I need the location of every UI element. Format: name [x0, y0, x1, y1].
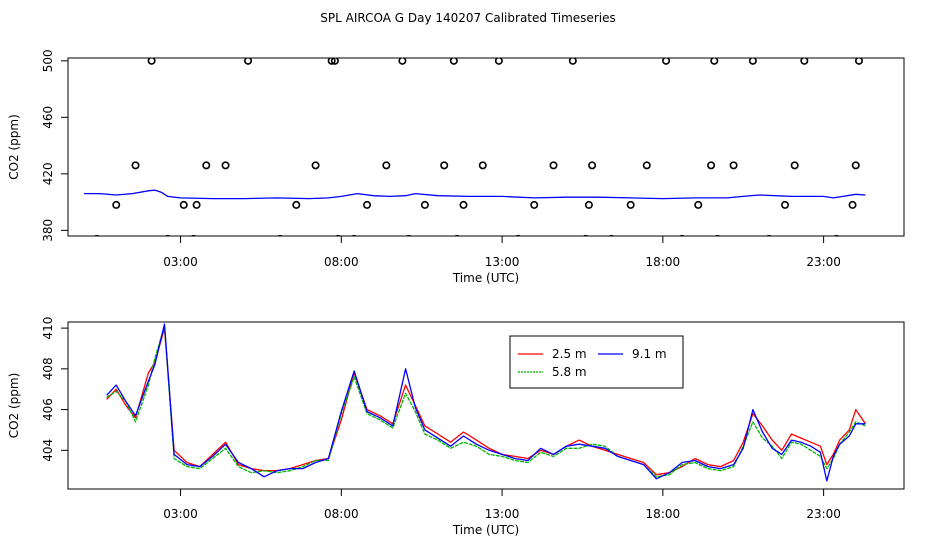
data-point: [335, 234, 341, 236]
x-tick-label: 23:00: [806, 255, 841, 269]
y-tick-label: 404: [41, 439, 55, 462]
data-point: [190, 234, 197, 236]
x-axis-label: Time (UTC): [452, 523, 519, 537]
data-point: [147, 58, 156, 65]
data-point: [382, 161, 391, 170]
data-point: [588, 161, 597, 170]
data-point: [833, 234, 840, 236]
data-point: [420, 200, 429, 209]
data-point: [582, 234, 589, 236]
data-point: [642, 161, 651, 170]
data-point: [679, 234, 685, 236]
y-tick-label: 410: [41, 317, 55, 340]
data-point: [851, 161, 860, 170]
series-line-9-1-m: [106, 323, 866, 482]
data-point: [202, 161, 211, 170]
data-point: [351, 234, 357, 236]
data-point: [549, 161, 558, 170]
data-point: [94, 234, 100, 236]
x-tick-label: 08:00: [324, 507, 359, 521]
legend-label: 2.5 m: [552, 347, 587, 361]
y-tick-label: 500: [41, 49, 55, 72]
series-line-5-8-m: [106, 325, 866, 478]
data-point: [530, 200, 539, 209]
data-layer: [106, 323, 866, 482]
x-tick-label: 13:00: [485, 507, 520, 521]
data-point: [584, 200, 593, 209]
data-point: [292, 200, 301, 209]
y-tick-label: 460: [41, 106, 55, 129]
data-point: [449, 58, 458, 65]
data-point: [406, 234, 412, 236]
data-point: [710, 58, 719, 65]
x-tick-label: 08:00: [324, 255, 359, 269]
y-axis-label: CO2 (ppm): [7, 114, 21, 180]
data-point: [800, 58, 809, 65]
data-point: [748, 58, 757, 65]
series-line-1: [84, 189, 866, 200]
data-point: [192, 200, 201, 209]
legend-label: 9.1 m: [632, 347, 667, 361]
x-axis-label: Time (UTC): [452, 271, 519, 285]
data-point: [330, 58, 339, 65]
data-point: [848, 200, 857, 209]
x-tick-label: 13:00: [485, 255, 520, 269]
data-point: [112, 200, 121, 209]
legend-label: 5.8 m: [552, 365, 587, 379]
data-point: [164, 234, 171, 236]
data-point: [662, 58, 671, 65]
data-point: [363, 200, 372, 209]
data-point: [454, 234, 460, 236]
y-tick-label: 380: [41, 219, 55, 242]
y-tick-label: 406: [41, 398, 55, 421]
data-point: [244, 58, 253, 65]
data-point: [311, 161, 320, 170]
data-point: [729, 161, 738, 170]
y-axis-label: CO2 (ppm): [7, 373, 21, 439]
plot-frame: [67, 57, 905, 237]
data-point: [766, 234, 772, 236]
x-tick-label: 23:00: [806, 507, 841, 521]
data-point: [568, 58, 577, 65]
data-point: [327, 58, 336, 65]
data-point: [440, 161, 449, 170]
x-tick-label: 18:00: [646, 255, 681, 269]
plot-frame: [67, 321, 905, 490]
data-point: [131, 161, 140, 170]
y-tick-label: 408: [41, 357, 55, 380]
data-point: [478, 161, 487, 170]
data-point: [398, 58, 407, 65]
data-point: [694, 200, 703, 209]
data-point: [626, 200, 635, 209]
x-tick-label: 03:00: [163, 255, 198, 269]
data-point: [494, 58, 503, 65]
legend-box: [509, 335, 684, 389]
data-point: [277, 234, 284, 236]
data-point: [179, 200, 188, 209]
data-point: [790, 161, 799, 170]
chart-panel-1: 03:00 08:00 13:00 18:00 23:00 380 420 460 500 Tim…: [7, 49, 905, 285]
data-point: [781, 200, 790, 209]
data-layer: [84, 58, 866, 236]
data-point: [608, 234, 615, 236]
x-tick-label: 03:00: [163, 507, 198, 521]
y-tick-label: 420: [41, 162, 55, 185]
chart-panel-2: 03:00 08:00 13:00 18:00 23:00 404 406 408 410 Tim…: [7, 317, 905, 537]
legend: 2.5 m 9.1 m 5.8 m: [509, 335, 684, 389]
data-point: [221, 161, 230, 170]
data-point: [459, 200, 468, 209]
data-point: [707, 161, 716, 170]
x-tick-label: 18:00: [646, 507, 681, 521]
data-point: [854, 58, 863, 65]
data-point: [515, 234, 521, 236]
chart-title: SPL AIRCOA G Day 140207 Calibrated Times…: [320, 11, 615, 25]
data-point: [714, 234, 721, 236]
